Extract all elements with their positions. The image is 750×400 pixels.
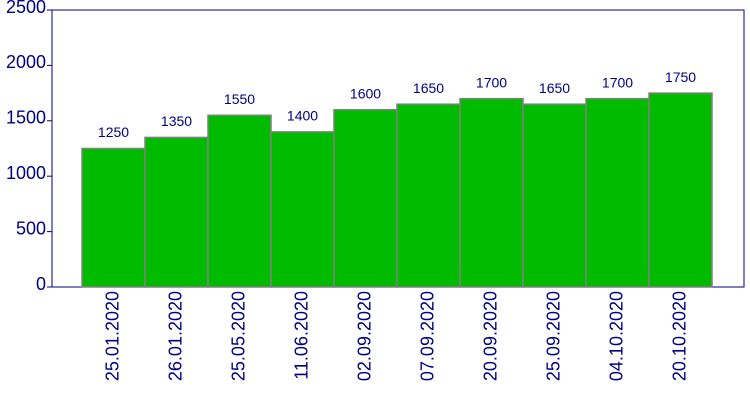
value-label: 1700: [476, 74, 507, 90]
x-tick-label: 26.01.2020: [165, 291, 185, 381]
bar: [648, 92, 713, 288]
x-tick-label: 20.10.2020: [669, 291, 689, 381]
value-label: 1650: [413, 80, 444, 96]
value-label: 1700: [602, 74, 633, 90]
value-label: 1750: [665, 69, 696, 85]
bar: [144, 136, 209, 288]
value-label: 1650: [539, 80, 570, 96]
x-tick-label: 11.06.2020: [291, 291, 311, 380]
x-tick-label: 07.09.2020: [417, 291, 437, 381]
y-tick-label: 0: [36, 274, 46, 294]
x-tick-label: 25.09.2020: [543, 291, 563, 381]
y-tick-label: 500: [16, 218, 46, 238]
bar: [207, 114, 272, 288]
value-label: 1600: [350, 85, 381, 101]
bar: [522, 103, 587, 288]
bar: [585, 97, 650, 288]
y-tick-label: 1000: [6, 163, 46, 183]
y-tick-label: 2000: [6, 52, 46, 72]
x-tick-label: 04.10.2020: [606, 291, 626, 381]
bar: [459, 97, 524, 288]
x-tick-label: 20.09.2020: [480, 291, 500, 381]
bar: [333, 108, 398, 288]
bar: [396, 103, 461, 288]
value-label: 1250: [98, 124, 129, 140]
x-tick-label: 25.01.2020: [102, 291, 122, 381]
value-label: 1400: [287, 108, 318, 124]
bar: [270, 131, 335, 288]
y-tick-label: 1500: [6, 108, 46, 128]
y-tick-label: 2500: [6, 0, 46, 17]
value-label: 1350: [161, 113, 192, 129]
x-tick-label: 02.09.2020: [354, 291, 374, 381]
value-label: 1550: [224, 91, 255, 107]
x-tick-label: 25.05.2020: [228, 291, 248, 381]
bar: [81, 147, 146, 288]
